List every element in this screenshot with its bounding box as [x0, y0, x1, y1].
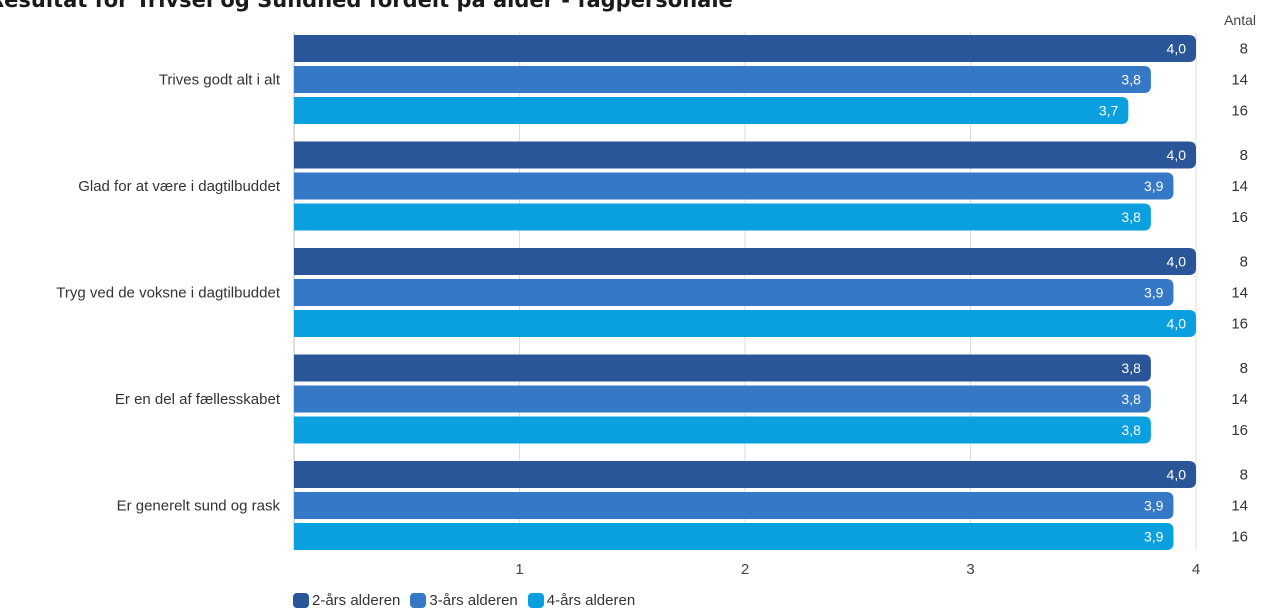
data-label: 4,0 [1167, 467, 1187, 483]
count-label: 14 [1231, 72, 1248, 89]
bar [294, 310, 1196, 337]
bar [294, 492, 1174, 519]
legend-label: 3-års alderen [429, 592, 518, 609]
category-label: Er en del af fællesskabet [115, 391, 281, 408]
data-label: 4,0 [1167, 254, 1187, 270]
bar [294, 97, 1129, 124]
count-label: 16 [1231, 422, 1248, 439]
data-label: 3,9 [1144, 498, 1164, 514]
bar [294, 461, 1196, 488]
count-label: 14 [1231, 498, 1248, 515]
bar [294, 172, 1174, 200]
bar [294, 385, 1151, 413]
legend-item[interactable]: 4-års alderen [527, 592, 636, 609]
legend: 2-års alderen 3-års alderen 4-års alderen [293, 592, 635, 609]
legend-label: 2-års alderen [312, 592, 401, 609]
count-label: 8 [1240, 360, 1248, 377]
data-label: 3,9 [1144, 285, 1164, 301]
bar [294, 248, 1196, 275]
count-header: Antal [1224, 12, 1256, 28]
category-label: Er generelt sund og rask [117, 498, 281, 515]
bar [294, 66, 1151, 93]
data-label: 3,9 [1144, 529, 1164, 545]
data-label: 4,0 [1167, 41, 1187, 57]
data-label: 3,8 [1121, 422, 1141, 438]
count-label: 14 [1231, 285, 1248, 302]
bar-chart: 1 2 3 4 Antal Trives godt alt i alt 4,0 8 3,8 14 3… [56, 12, 1256, 578]
count-label: 16 [1231, 103, 1248, 120]
count-label: 16 [1231, 209, 1248, 226]
count-label: 8 [1240, 41, 1248, 58]
category-label: Tryg ved de voksne i dagtilbuddet [56, 285, 281, 302]
chart-title: Resultat for Trivsel og Sundhed fordelt … [0, 0, 733, 12]
bar [294, 354, 1151, 382]
data-label: 3,8 [1121, 72, 1141, 88]
bar [294, 416, 1151, 444]
legend-swatch [527, 593, 544, 608]
data-label: 3,9 [1144, 178, 1164, 194]
legend-label: 4-års alderen [546, 592, 636, 609]
data-label: 3,8 [1121, 391, 1141, 407]
legend-item[interactable]: 3-års alderen [410, 592, 518, 609]
count-label: 8 [1240, 147, 1248, 164]
legend-item[interactable]: 2-års alderen [293, 592, 400, 609]
data-label: 4,0 [1167, 147, 1187, 163]
data-label: 4,0 [1167, 316, 1187, 332]
bar [294, 523, 1174, 550]
count-label: 8 [1240, 254, 1248, 271]
x-tick-label: 3 [966, 561, 974, 578]
x-tick-label: 4 [1192, 561, 1200, 578]
bar [294, 203, 1151, 231]
legend-swatch [410, 593, 427, 608]
category-label: Glad for at være i dagtilbuddet [78, 178, 281, 195]
bar [294, 35, 1196, 62]
bars [294, 35, 1196, 550]
bar [294, 141, 1196, 169]
category-label: Trives godt alt i alt [159, 72, 281, 89]
x-tick-label: 2 [741, 561, 749, 578]
x-tick-label: 1 [515, 561, 523, 578]
bar [294, 279, 1174, 306]
labels: 1 2 3 4 Antal Trives godt alt i alt 4,0 8 3,8 14 3… [56, 12, 1256, 578]
count-label: 14 [1231, 391, 1248, 408]
count-label: 16 [1231, 316, 1248, 333]
count-label: 8 [1240, 467, 1248, 484]
count-label: 14 [1231, 178, 1248, 195]
data-label: 3,8 [1121, 209, 1141, 225]
count-label: 16 [1231, 529, 1248, 546]
legend-swatch [293, 593, 309, 608]
data-label: 3,8 [1121, 360, 1141, 376]
data-label: 3,7 [1099, 103, 1119, 119]
